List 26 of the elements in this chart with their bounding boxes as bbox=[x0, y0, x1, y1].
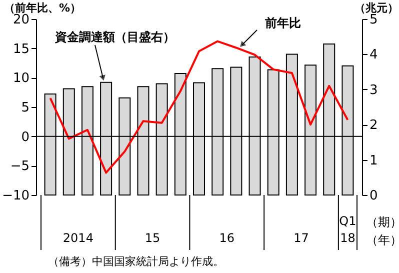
text: 2014 bbox=[62, 231, 94, 245]
y-tick-label: 20 bbox=[12, 12, 30, 28]
y2-tick-label: 5 bbox=[370, 12, 378, 28]
text: 17 bbox=[294, 231, 309, 245]
text: 18 bbox=[340, 231, 356, 245]
y2-axis-title: （兆元） bbox=[354, 2, 398, 14]
x-tick-label: Q1 bbox=[339, 214, 356, 228]
text: 資金調達額（目盛右） bbox=[54, 30, 175, 44]
y-tick-label: −5 bbox=[10, 159, 30, 174]
y2-tick-label: 0 bbox=[370, 188, 378, 204]
text: （備考）中国国家統計局より作成。 bbox=[48, 255, 224, 268]
y-tick-label: 5 bbox=[21, 100, 30, 116]
text: 16 bbox=[219, 231, 235, 245]
text: 15 bbox=[144, 231, 160, 245]
text: （年） bbox=[366, 233, 399, 247]
y-tick-label: −10 bbox=[2, 188, 30, 204]
text: （期） bbox=[366, 215, 399, 229]
y2-tick-label: 4 bbox=[370, 48, 378, 63]
y2-tick-label: 2 bbox=[370, 118, 378, 134]
y-axis-title: （前年比、%） bbox=[4, 2, 82, 14]
y-tick-label: 15 bbox=[12, 42, 30, 57]
y-tick-label: 0 bbox=[21, 130, 30, 145]
y-tick-label: 10 bbox=[12, 71, 30, 86]
y2-tick-label: 3 bbox=[370, 82, 378, 98]
text: 前年比 bbox=[264, 16, 301, 30]
y2-tick-label: 1 bbox=[370, 153, 378, 168]
